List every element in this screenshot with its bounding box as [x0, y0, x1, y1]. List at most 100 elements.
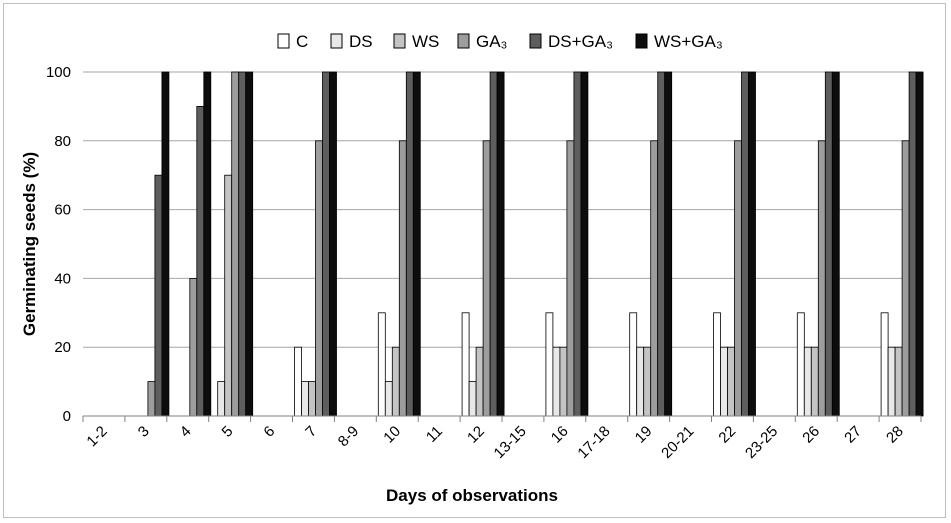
x-tick-label: 5	[219, 423, 237, 441]
bar-WS-GA-16	[580, 71, 589, 417]
bar-DS-GA-7	[322, 71, 330, 417]
bar-WS-7	[308, 381, 316, 417]
bar-WS-GA-5	[245, 71, 254, 417]
y-tick-label: 0	[63, 408, 71, 425]
bar-DS-GA-28	[908, 71, 917, 417]
x-tick-label: 6	[260, 423, 278, 441]
bar-WS-GA-28	[915, 71, 924, 417]
x-tick-label: 28	[883, 423, 907, 447]
bar-C-28	[880, 312, 889, 417]
bar-DS-GA-10	[405, 71, 414, 417]
x-tick-label: 26	[799, 423, 823, 447]
legend-label: DS	[349, 32, 373, 51]
bar-GA-26	[817, 140, 826, 417]
bar-GA-19	[650, 140, 659, 417]
bar-C-12	[461, 312, 470, 417]
y-axis-title: Germinating seeds (%)	[20, 152, 39, 336]
bar-WS-12	[475, 346, 484, 417]
bar-C-26	[796, 312, 805, 417]
bar-WS-GA-22	[748, 71, 756, 417]
x-tick-label: 10	[380, 423, 404, 447]
y-tick-label: 20	[54, 339, 71, 356]
bar-DS-GA-3	[154, 174, 163, 417]
bar-DS-7	[301, 381, 309, 417]
bar-DS-26	[803, 346, 812, 417]
legend-swatch	[529, 33, 542, 49]
x-tick-label: 13-15	[491, 423, 530, 462]
legend-swatch	[457, 33, 470, 49]
x-tick-label: 12	[464, 423, 488, 447]
y-tick-label: 60	[54, 202, 71, 219]
x-tick-label: 23-25	[742, 423, 781, 462]
legend-swatch	[330, 33, 343, 49]
bar-GA-5	[231, 71, 240, 417]
bar-GA-3	[147, 381, 156, 417]
bar-WS-GA-19	[664, 71, 673, 417]
bar-DS-GA-4	[196, 106, 205, 417]
x-axis: 1-2 3 4 5 6 7 8-9 10 11 12 13-15 16 17-18 19 20-21 22 23…	[82, 416, 922, 462]
x-tick-label: 4	[177, 423, 195, 441]
bar-C-16	[545, 312, 554, 417]
legend-label: WS	[412, 32, 439, 51]
bar-WS-GA-12	[496, 71, 505, 417]
bars	[147, 71, 924, 417]
x-tick-label: 8-9	[335, 423, 362, 450]
x-tick-label: 11	[423, 423, 446, 446]
bar-WS-GA-3	[161, 71, 170, 417]
bar-C-22	[713, 312, 721, 417]
x-tick-label: 7	[302, 423, 320, 441]
bar-GA-22	[734, 140, 742, 417]
x-tick-label: 1-2	[83, 423, 110, 450]
bar-GA-4	[189, 277, 198, 417]
legend-label: DS+GA₃	[548, 32, 613, 51]
bar-DS-GA-12	[489, 71, 498, 417]
legend-swatch	[635, 33, 648, 49]
bar-WS-28	[894, 346, 903, 417]
x-tick-label: 20-21	[658, 423, 697, 462]
bar-WS-16	[559, 346, 568, 417]
bar-GA-7	[315, 140, 323, 417]
y-tick-label: 40	[54, 270, 71, 287]
bar-DS-10	[384, 381, 393, 417]
y-tick-label: 80	[54, 133, 71, 150]
bar-GA-16	[566, 140, 575, 417]
x-tick-label: 19	[632, 423, 656, 447]
x-tick-label: 27	[841, 423, 865, 447]
bar-WS-10	[391, 346, 400, 417]
legend-label: WS+GA₃	[654, 32, 723, 51]
bar-DS-GA-26	[824, 71, 833, 417]
bar-DS-22	[720, 346, 728, 417]
bar-DS-19	[636, 346, 645, 417]
bar-WS-19	[643, 346, 652, 417]
bar-GA-28	[901, 140, 910, 417]
y-axis: 0 20 40 60 80 100	[46, 64, 71, 425]
x-tick-label: 17-18	[574, 423, 613, 462]
legend-label: GA₃	[476, 32, 508, 51]
y-tick-label: 100	[46, 64, 71, 81]
legend-swatch	[277, 33, 290, 49]
x-axis-title: Days of observations	[386, 486, 558, 505]
x-tick-label: 3	[135, 423, 153, 441]
bar-C-19	[629, 312, 638, 417]
bar-DS-GA-16	[573, 71, 582, 417]
bar-WS-5	[224, 174, 233, 417]
x-tick-label: 22	[715, 423, 739, 447]
bar-DS-GA-19	[657, 71, 666, 417]
bar-WS-GA-26	[831, 71, 840, 417]
legend: C DS WS GA₃ DS+GA₃ WS+GA₃	[277, 32, 723, 51]
bar-WS-22	[727, 346, 735, 417]
bar-WS-GA-7	[329, 71, 337, 417]
bar-C-10	[377, 312, 386, 417]
x-tick-label: 16	[548, 423, 572, 447]
legend-swatch	[393, 33, 406, 49]
bar-DS-28	[887, 346, 896, 417]
bar-DS-5	[217, 381, 226, 417]
bar-C-7	[294, 346, 302, 417]
bar-DS-16	[552, 346, 561, 417]
bar-WS-26	[810, 346, 819, 417]
bar-DS-12	[468, 381, 477, 417]
bar-WS-GA-4	[203, 71, 212, 417]
bar-GA-12	[482, 140, 491, 417]
bar-WS-GA-10	[412, 71, 421, 417]
